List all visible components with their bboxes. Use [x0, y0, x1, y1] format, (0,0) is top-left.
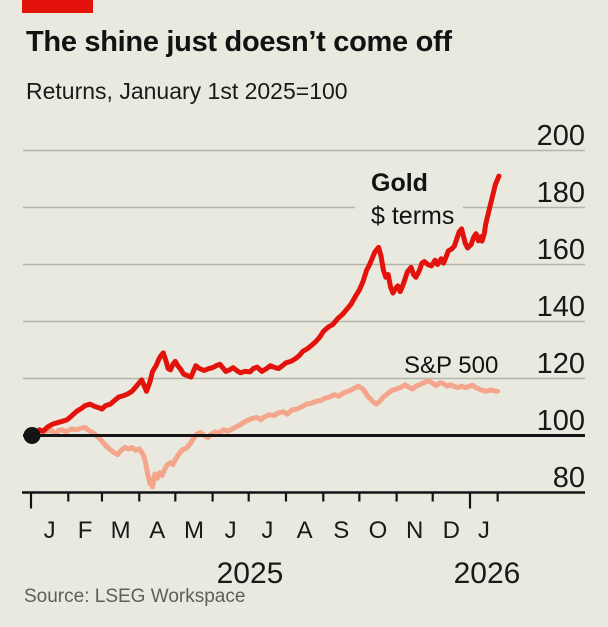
year-label-2026: 2026: [453, 557, 521, 590]
x-month-label-11: D: [442, 517, 461, 544]
gold-series-sublabel: $ terms: [371, 202, 455, 230]
x-month-label-10: N: [406, 517, 424, 544]
y-axis-label-140: 140: [536, 290, 585, 323]
source-note: Source: LSEG Workspace: [24, 586, 246, 607]
chart-title: The shine just doesn’t come off: [26, 26, 452, 58]
sp500-line: [28, 378, 501, 490]
gold-series-label: Gold: [371, 169, 428, 197]
x-month-label-0: J: [43, 517, 56, 544]
y-axis-label-180: 180: [536, 176, 585, 209]
y-axis-label-200: 200: [536, 119, 585, 152]
x-month-label-3: A: [149, 517, 166, 544]
brand-red-tab: [22, 0, 93, 13]
sp500-series-label: S&P 500: [404, 352, 499, 379]
x-month-label-7: A: [296, 517, 313, 544]
x-month-label-2: M: [110, 517, 131, 544]
x-month-label-8: S: [333, 517, 350, 544]
year-label-2025: 2025: [216, 557, 284, 590]
y-axis-label-100: 100: [536, 404, 585, 437]
x-month-label-12: J: [477, 517, 490, 544]
y-axis-label-120: 120: [536, 347, 585, 380]
start-marker-dot: [23, 427, 41, 444]
x-month-label-1: F: [77, 517, 93, 544]
x-month-label-6: J: [261, 517, 274, 544]
x-month-label-5: J: [224, 517, 237, 544]
y-axis-label-160: 160: [536, 233, 585, 266]
y-axis-label-80: 80: [552, 461, 585, 494]
chart-subtitle: Returns, January 1st 2025=100: [26, 78, 348, 104]
x-month-label-4: M: [183, 517, 204, 544]
gold-line: [28, 173, 502, 438]
x-month-label-9: O: [368, 517, 388, 544]
